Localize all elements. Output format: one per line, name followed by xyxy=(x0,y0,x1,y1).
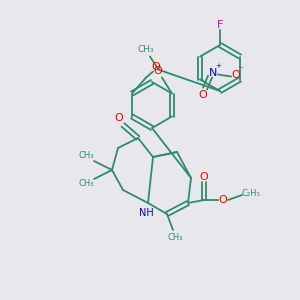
Text: F: F xyxy=(217,20,223,30)
Text: CH₃: CH₃ xyxy=(167,232,183,242)
Text: O: O xyxy=(154,67,162,76)
Text: ⁻: ⁻ xyxy=(238,65,244,76)
Text: O: O xyxy=(199,89,208,100)
Text: O: O xyxy=(232,70,241,80)
Text: O: O xyxy=(152,62,161,73)
Text: O: O xyxy=(219,195,227,205)
Text: NH: NH xyxy=(139,208,153,218)
Text: N: N xyxy=(209,68,217,77)
Text: +: + xyxy=(215,64,221,70)
Text: CH₃: CH₃ xyxy=(78,152,94,160)
Text: O: O xyxy=(115,113,123,123)
Text: O: O xyxy=(200,172,208,182)
Text: CH₃: CH₃ xyxy=(78,179,94,188)
Text: CH₃: CH₃ xyxy=(138,45,154,54)
Text: C₂H₅: C₂H₅ xyxy=(242,190,260,199)
